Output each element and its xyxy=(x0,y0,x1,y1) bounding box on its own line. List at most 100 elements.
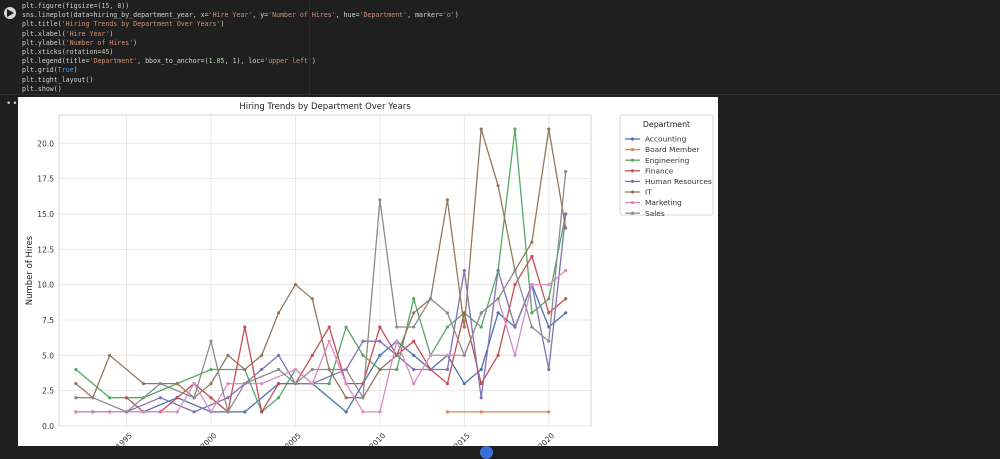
x-tick-label: 1995 xyxy=(114,431,134,446)
legend-marker xyxy=(630,169,635,173)
series-point xyxy=(108,396,112,400)
series-point xyxy=(243,410,247,414)
y-tick-label: 0.0 xyxy=(42,422,54,431)
series-point xyxy=(124,396,129,400)
series-point xyxy=(378,325,382,329)
series-point xyxy=(479,325,483,329)
series-point xyxy=(462,381,466,386)
series-point xyxy=(496,297,500,301)
legend-marker xyxy=(630,158,635,162)
series-point xyxy=(378,353,382,357)
x-tick-label: 2005 xyxy=(283,431,303,446)
legend-entry: Marketing xyxy=(645,198,682,207)
series-point xyxy=(226,410,230,414)
code-line: plt.grid(True) xyxy=(22,66,78,75)
code-cell[interactable]: plt.figure(figsize=(15, 8)) sns.lineplot(… xyxy=(0,0,1000,94)
code-line: plt.tight_layout() xyxy=(22,75,94,84)
series-point xyxy=(564,268,568,273)
series-point xyxy=(378,198,382,202)
legend-entry: Sales xyxy=(645,209,665,218)
series-point xyxy=(547,283,551,287)
x-tick-label: 2015 xyxy=(452,431,472,446)
cell-output: 0.0 2.5 5.0 7.5 10.0 12.5 15.0 17.5 20.0 1995 2000… xyxy=(18,97,718,446)
series-point xyxy=(412,381,416,386)
series-point xyxy=(496,311,500,315)
series-point xyxy=(361,339,365,343)
series-point xyxy=(310,297,314,301)
x-tick-label: 2000 xyxy=(199,431,219,446)
x-tick-label: 2010 xyxy=(367,431,387,446)
y-tick-label: 15.0 xyxy=(37,210,54,219)
series-point xyxy=(175,381,179,386)
x-tick-label: 2020 xyxy=(536,431,556,446)
series-point xyxy=(209,396,213,400)
output-menu-icon[interactable]: ••• xyxy=(6,99,25,109)
legend-title: Department xyxy=(643,120,690,129)
series-point xyxy=(124,410,129,414)
series-point xyxy=(378,339,382,343)
series-point xyxy=(344,410,348,414)
series-point xyxy=(513,353,517,357)
series-point xyxy=(260,367,264,372)
series-point xyxy=(344,396,348,400)
legend-entry: IT xyxy=(645,188,652,197)
series-point xyxy=(226,353,230,357)
series-point xyxy=(293,381,298,386)
series-point xyxy=(462,353,466,357)
series-point xyxy=(530,325,534,329)
series-point xyxy=(310,381,314,386)
series-point xyxy=(243,367,247,372)
series-point xyxy=(327,381,331,386)
series-point xyxy=(395,325,399,329)
series-point xyxy=(108,353,112,357)
series-point xyxy=(310,353,314,357)
series-point xyxy=(276,367,281,372)
series-point xyxy=(192,410,196,414)
series-point xyxy=(445,410,450,414)
series-point xyxy=(479,311,483,315)
series-point xyxy=(361,396,365,400)
series-point xyxy=(293,367,298,372)
code-line: plt.legend(title='Department', bbox_to_a… xyxy=(22,57,316,66)
series-point xyxy=(513,268,517,273)
legend-marker xyxy=(630,148,635,152)
y-axis-label: Number of Hires xyxy=(25,235,35,305)
series-point xyxy=(74,396,78,400)
series-point xyxy=(412,297,416,301)
code-editor[interactable]: plt.figure(figsize=(15, 8)) sns.lineplot(… xyxy=(22,2,459,94)
series-point xyxy=(496,184,500,188)
legend-entry: Board Member xyxy=(645,145,700,154)
play-icon xyxy=(7,9,14,17)
series-point xyxy=(158,396,162,400)
series-point xyxy=(530,311,534,315)
series-point xyxy=(226,381,230,386)
series-point xyxy=(260,353,264,357)
series-point xyxy=(141,410,146,414)
series-point xyxy=(108,410,112,414)
series-point xyxy=(445,311,450,315)
series-point xyxy=(428,297,433,301)
series-point xyxy=(530,283,534,287)
series-point xyxy=(564,212,568,216)
legend-marker xyxy=(630,201,635,205)
series-point xyxy=(327,325,331,329)
series-point xyxy=(74,381,78,386)
series-point xyxy=(226,396,230,400)
legend-entry: Accounting xyxy=(645,135,687,144)
series-point xyxy=(547,127,551,131)
series-point xyxy=(513,283,517,287)
y-tick-label: 10.0 xyxy=(37,281,54,290)
legend-marker xyxy=(630,211,635,215)
legend-entry: Finance xyxy=(645,166,674,175)
series-point xyxy=(412,325,416,329)
legend-entry: Engineering xyxy=(645,156,690,165)
code-line: plt.xlabel('Hire Year') xyxy=(22,29,114,38)
code-line: plt.figure(figsize=(15, 8)) xyxy=(22,2,130,10)
series-point xyxy=(158,381,162,386)
code-ruler xyxy=(309,0,310,94)
series-point xyxy=(445,353,450,357)
series-point xyxy=(445,367,450,372)
run-cell-button[interactable] xyxy=(4,7,16,19)
code-line: plt.xticks(rotation=45) xyxy=(22,48,114,57)
series-point xyxy=(412,353,416,357)
